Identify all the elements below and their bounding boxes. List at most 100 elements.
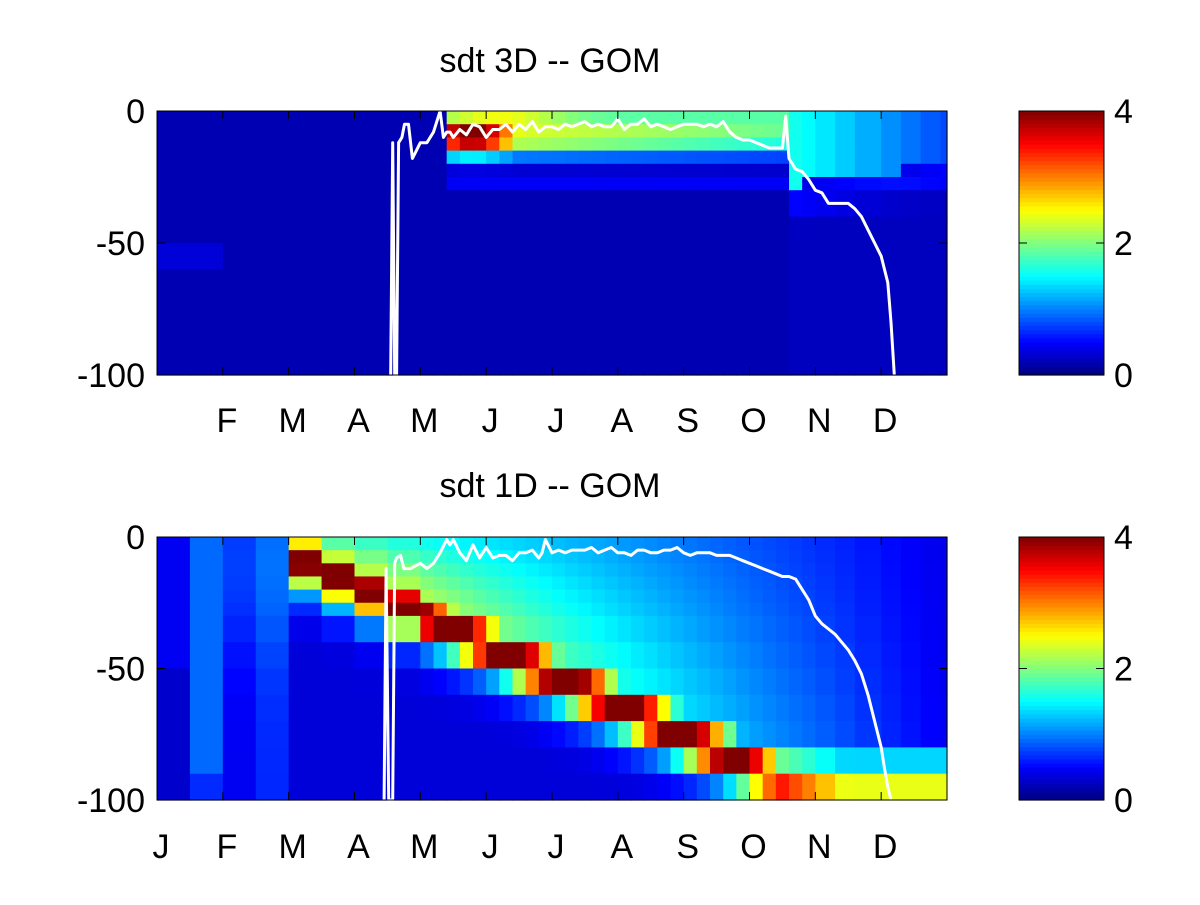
- heatmap-cell: [222, 642, 257, 670]
- heatmap-cell: [920, 137, 942, 152]
- heatmap-cell: [446, 589, 461, 604]
- colorbar-swatch: [1019, 627, 1104, 633]
- heatmap-cell: [525, 348, 540, 376]
- heatmap-cell: [552, 550, 566, 564]
- heatmap-cell: [473, 137, 487, 152]
- heatmap-cell: [222, 190, 257, 218]
- heatmap-cell: [222, 537, 257, 551]
- heatmap-cell: [433, 216, 448, 244]
- x-tick-label: J: [482, 402, 499, 440]
- heatmap-cell: [940, 124, 948, 138]
- heatmap-cell: [802, 747, 816, 775]
- heatmap-cell: [591, 642, 606, 670]
- heatmap-cell: [459, 589, 474, 604]
- heatmap-cell: [696, 322, 711, 350]
- heatmap-cell: [433, 190, 448, 218]
- heatmap-cell: [578, 137, 593, 152]
- heatmap-cell: [835, 295, 856, 323]
- heatmap-cell: [900, 668, 922, 696]
- colorbar-swatch: [1019, 255, 1104, 261]
- heatmap-cell: [815, 150, 836, 165]
- heatmap-cell: [189, 773, 224, 801]
- heatmap-cell: [525, 190, 540, 218]
- heatmap-cell: [552, 615, 566, 643]
- heatmap-cell: [920, 642, 942, 670]
- heatmap-cell: [736, 348, 751, 376]
- heatmap-cell: [736, 773, 751, 801]
- heatmap-cell: [222, 295, 257, 323]
- colorbar-swatch: [1019, 144, 1104, 149]
- heatmap-cell: [710, 747, 724, 775]
- heatmap-cell: [578, 642, 593, 670]
- heatmap-cell: [538, 773, 553, 801]
- heatmap-cell: [387, 576, 421, 591]
- x-tick-label: M: [279, 828, 307, 866]
- colorbar-swatch: [1019, 643, 1104, 649]
- heatmap-cell: [775, 642, 790, 670]
- heatmap-cell: [512, 190, 527, 218]
- heatmap-cell: [644, 163, 658, 178]
- heatmap-cell: [578, 668, 593, 696]
- heatmap-cell: [354, 615, 389, 643]
- colorbar-swatch: [1019, 561, 1104, 567]
- heatmap-cell: [387, 602, 421, 617]
- heatmap-cell: [657, 589, 672, 604]
- heatmap-cell: [525, 576, 540, 591]
- heatmap-cell: [446, 615, 461, 643]
- heatmap-cell: [631, 190, 645, 218]
- heatmap-cell: [255, 216, 290, 244]
- colorbar-swatch: [1019, 288, 1104, 294]
- heatmap-cell: [604, 589, 619, 604]
- heatmap-cell: [749, 694, 764, 722]
- heatmap-cell: [617, 602, 632, 617]
- heatmap-cell: [736, 322, 751, 350]
- heatmap-cell: [775, 150, 790, 165]
- heatmap-cell: [683, 668, 698, 696]
- heatmap-cell: [644, 150, 658, 165]
- heatmap-cell: [604, 322, 619, 350]
- heatmap-cell: [604, 773, 619, 801]
- colorbar-swatch: [1019, 189, 1104, 195]
- x-tick-label: J: [153, 828, 170, 866]
- heatmap-cell: [710, 668, 724, 696]
- heatmap-cell: [473, 589, 487, 604]
- heatmap-cell: [815, 348, 836, 376]
- heatmap-cell: [940, 563, 948, 578]
- heatmap-cell: [499, 668, 514, 696]
- heatmap-cell: [940, 721, 948, 748]
- heatmap-cell: [900, 124, 922, 138]
- heatmap-cell: [815, 589, 836, 604]
- heatmap-cell: [854, 348, 882, 376]
- heatmap-cell: [578, 269, 593, 297]
- heatmap-cell: [802, 269, 816, 297]
- heatmap-cell: [565, 694, 579, 722]
- heatmap-cell: [736, 269, 751, 297]
- heatmap-cell: [631, 137, 645, 152]
- heatmap-cell: [255, 348, 290, 376]
- colorbar-swatch: [1019, 598, 1104, 604]
- heatmap-cell: [222, 602, 257, 617]
- heatmap-cell: [900, 111, 922, 125]
- chart-title: sdt 1D -- GOM: [439, 467, 660, 505]
- colorbar-swatch: [1019, 337, 1104, 343]
- heatmap-cell: [486, 563, 500, 578]
- colorbar-swatch: [1019, 569, 1104, 575]
- heatmap-cell: [835, 348, 856, 376]
- heatmap-cell: [657, 348, 672, 376]
- heatmap-cell: [473, 563, 487, 578]
- heatmap-cell: [617, 269, 632, 297]
- heatmap-cell: [710, 124, 724, 138]
- heatmap-cell: [321, 563, 356, 578]
- colorbar-swatch: [1019, 156, 1104, 162]
- heatmap-cell: [900, 694, 922, 722]
- heatmap-cell: [670, 177, 685, 191]
- x-tick-label: M: [410, 828, 438, 866]
- heatmap-cell: [157, 602, 191, 617]
- colorbar-swatch: [1019, 763, 1104, 768]
- heatmap-cell: [578, 576, 593, 591]
- x-tick-label: A: [610, 402, 633, 440]
- heatmap-cell: [644, 576, 658, 591]
- heatmap-cell: [538, 295, 553, 323]
- heatmap-cell: [631, 615, 645, 643]
- heatmap-cell: [446, 177, 461, 191]
